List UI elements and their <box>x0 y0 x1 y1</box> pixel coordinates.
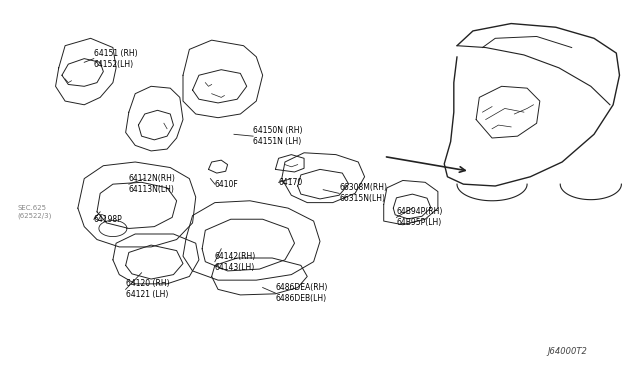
Text: 6486DEA(RH)
6486DEB(LH): 6486DEA(RH) 6486DEB(LH) <box>275 283 328 303</box>
Text: 64112N(RH)
64113N(LH): 64112N(RH) 64113N(LH) <box>129 174 176 194</box>
Text: 64170: 64170 <box>278 178 303 187</box>
Text: J64000T2: J64000T2 <box>548 347 588 356</box>
Text: 6410F: 6410F <box>215 180 239 189</box>
Text: 64151 (RH)
64152(LH): 64151 (RH) 64152(LH) <box>94 49 138 69</box>
Text: 66308M(RH)
66315N(LH): 66308M(RH) 66315N(LH) <box>339 183 387 203</box>
Text: SEC.625
(62522/3): SEC.625 (62522/3) <box>17 205 52 219</box>
Text: 64198P: 64198P <box>94 215 122 224</box>
Text: 64120 (RH)
64121 (LH): 64120 (RH) 64121 (LH) <box>125 279 169 299</box>
Text: 64B94P(RH)
64B95P(LH): 64B94P(RH) 64B95P(LH) <box>396 207 443 227</box>
Text: 64150N (RH)
64151N (LH): 64150N (RH) 64151N (LH) <box>253 126 303 146</box>
Text: 64142(RH)
64143(LH): 64142(RH) 64143(LH) <box>215 251 256 272</box>
